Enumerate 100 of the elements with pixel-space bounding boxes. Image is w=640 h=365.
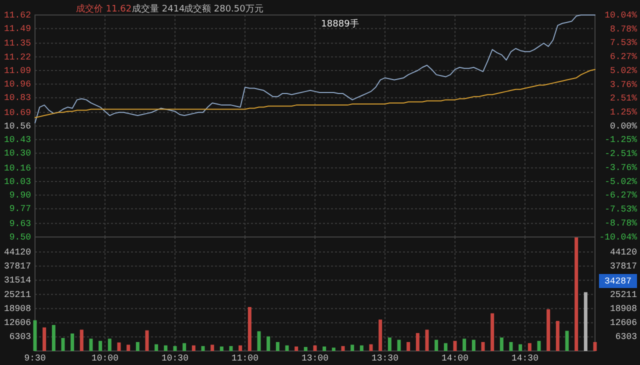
y-tick-label: 9.63 xyxy=(9,218,31,229)
bar xyxy=(444,343,448,351)
text: 成交量 2414 xyxy=(132,3,186,14)
y-tick-label: 9.77 xyxy=(9,204,31,214)
bar xyxy=(238,345,242,351)
y-tick-label: 6303 xyxy=(9,332,31,342)
y-tick-label: 9.90 xyxy=(9,190,31,200)
text: 34287 xyxy=(604,276,632,286)
y-tick-label: 9.50 xyxy=(9,232,31,242)
bar xyxy=(182,343,186,351)
bar xyxy=(546,309,550,351)
y-tick-label: 10.43 xyxy=(4,134,31,145)
bar xyxy=(434,340,438,351)
bar xyxy=(136,342,140,351)
x-tick-label: 10:00 xyxy=(91,353,119,364)
bar xyxy=(528,343,532,351)
y-tick-label: 11.35 xyxy=(4,38,31,49)
bar xyxy=(192,345,196,351)
y2-tick-label: -2.51% xyxy=(604,149,638,160)
y2-tick-label: 7.53% xyxy=(610,38,638,48)
bar xyxy=(220,346,224,351)
y-tick-label: 11.62 xyxy=(4,10,31,20)
y2-tick-label: -10.04% xyxy=(599,232,638,242)
bar xyxy=(378,320,382,351)
y2-tick-label: -1.25% xyxy=(604,135,638,146)
bar xyxy=(341,346,345,351)
y2-tick-label: 8.78% xyxy=(610,24,638,34)
y2-tick-label: -6.27% xyxy=(604,190,638,201)
y2-tick-label: 3.76% xyxy=(610,80,638,90)
y2-tick-label: 18908 xyxy=(610,304,637,314)
bar xyxy=(108,338,112,351)
bar xyxy=(154,344,158,351)
bar xyxy=(556,320,560,351)
y-tick-label: 10.56 xyxy=(4,121,31,132)
x-tick-label: 14:30 xyxy=(511,353,539,364)
y-tick-label: 10.03 xyxy=(4,176,31,187)
y2-tick-label: 1.25% xyxy=(610,108,638,118)
y2-tick-label: -5.02% xyxy=(604,176,638,187)
y2-tick-label: 12606 xyxy=(610,318,637,328)
y2-tick-label: -8.78% xyxy=(604,218,638,228)
bar xyxy=(145,330,149,351)
bar xyxy=(98,340,102,351)
bar xyxy=(164,345,168,351)
y2-tick-label: 6303 xyxy=(615,332,637,342)
y-tick-label: 10.30 xyxy=(4,148,31,159)
y-tick-label: 10.96 xyxy=(4,79,31,90)
bar xyxy=(117,342,121,351)
bar xyxy=(416,333,420,351)
bar xyxy=(304,346,308,351)
line-series xyxy=(34,14,596,124)
bar xyxy=(350,344,354,351)
bar xyxy=(509,342,513,351)
y-tick-label: 31514 xyxy=(4,276,31,286)
x-tick-label: 11:00 xyxy=(231,353,259,364)
y2-tick-label: 44120 xyxy=(610,247,637,258)
bar xyxy=(80,330,84,351)
bar xyxy=(42,327,46,351)
bar xyxy=(518,344,522,351)
bar xyxy=(453,340,457,351)
bar xyxy=(584,292,588,351)
bar xyxy=(294,346,298,351)
bar xyxy=(126,344,130,351)
bar xyxy=(500,338,504,351)
bar xyxy=(481,342,485,351)
y-tick-label: 10.69 xyxy=(4,108,31,118)
bar xyxy=(33,320,37,351)
bar xyxy=(285,345,289,351)
y2-tick-label: -3.76% xyxy=(604,162,638,173)
bar xyxy=(70,333,74,351)
bar xyxy=(322,346,326,351)
text: 成交价 11.62 xyxy=(76,3,132,14)
y-tick-label: 11.49 xyxy=(4,24,31,34)
y2-tick-label: 25211 xyxy=(610,290,637,300)
bar xyxy=(248,307,252,351)
x-tick-label: 14:00 xyxy=(441,353,469,364)
x-tick-label: 13:30 xyxy=(371,353,399,364)
bar xyxy=(210,344,214,351)
bar xyxy=(201,346,205,351)
y-tick-label: 11.22 xyxy=(4,52,31,62)
bar xyxy=(425,330,429,351)
y-tick-label: 25211 xyxy=(4,290,31,300)
bar xyxy=(257,331,261,351)
bar xyxy=(593,342,597,351)
y2-tick-label: 6.27% xyxy=(610,52,638,62)
bar xyxy=(52,324,56,351)
bar xyxy=(472,340,476,351)
y2-tick-label: 10.04% xyxy=(604,10,638,20)
bar xyxy=(229,346,233,351)
bar xyxy=(313,345,317,351)
x-tick-label: 10:30 xyxy=(161,353,189,364)
bar xyxy=(406,342,410,351)
y-tick-label: 44120 xyxy=(4,247,31,258)
y-tick-label: 10.83 xyxy=(4,93,31,104)
y2-tick-label: 0.00% xyxy=(610,121,638,132)
y-tick-label: 12606 xyxy=(4,318,31,328)
bar xyxy=(490,313,494,351)
bar xyxy=(360,345,364,351)
bar xyxy=(89,338,93,351)
bar xyxy=(388,338,392,351)
bar xyxy=(276,342,280,351)
